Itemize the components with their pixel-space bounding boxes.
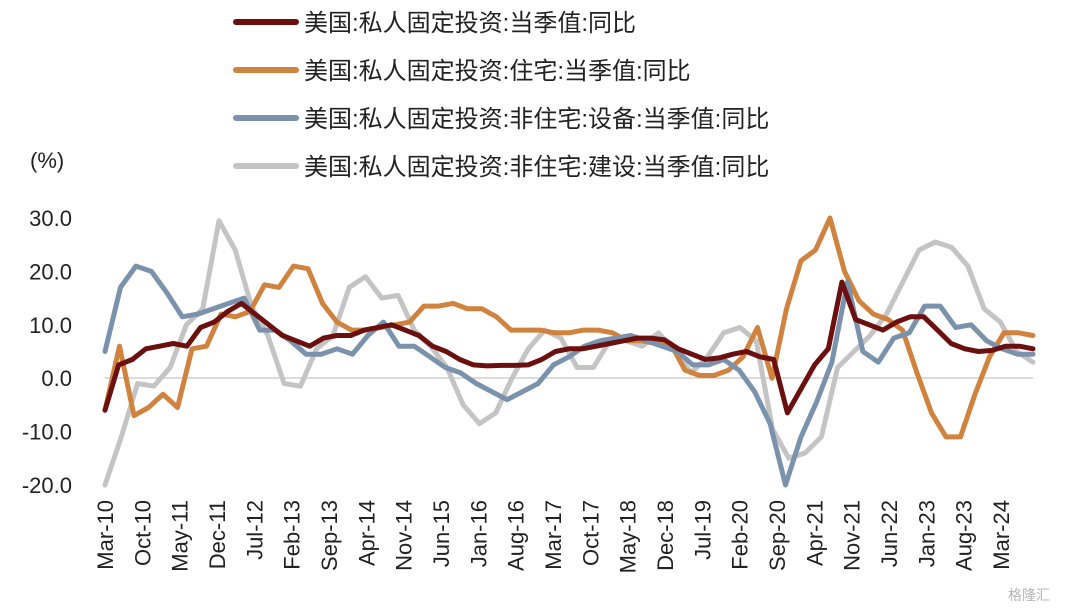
legend-label-3: 美国:私人固定投资:非住宅:设备:当季值:同比 — [304, 106, 769, 133]
legend-label-1: 美国:私人固定投资:当季值:同比 — [304, 10, 636, 37]
x-tick-label: Jan-16 — [466, 500, 491, 567]
x-tick-label: Jul-12 — [242, 500, 267, 560]
x-tick-label: Nov-14 — [392, 500, 417, 571]
x-tick-label: Feb-13 — [280, 500, 305, 570]
x-tick-label: Mar-10 — [93, 500, 118, 570]
x-tick-label: May-18 — [616, 500, 641, 573]
y-tick-label: 0.0 — [41, 366, 72, 391]
x-tick-label: Apr-14 — [354, 500, 379, 566]
series-line-4 — [102, 218, 1036, 488]
legend-label-4: 美国:私人固定投资:非住宅:建设:当季值:同比 — [304, 154, 769, 181]
x-tick-label: Dec-18 — [653, 500, 678, 571]
series-line-3 — [102, 263, 1036, 488]
x-tick-label: Oct-10 — [130, 500, 155, 566]
x-tick-label: Sep-13 — [317, 500, 342, 571]
x-tick-label: Jul-19 — [690, 500, 715, 560]
y-axis: 30.0 20.0 10.0 0.0 -10.0 -20.0 — [22, 206, 72, 498]
y-unit-label: (%) — [30, 148, 64, 173]
x-tick-label: Aug-23 — [952, 500, 977, 571]
y-tick-label: 30.0 — [29, 206, 72, 231]
legend: 美国:私人固定投资:当季值:同比美国:私人固定投资:住宅:当季值:同比美国:私人… — [233, 10, 769, 181]
plot-area — [102, 215, 1036, 488]
x-axis: Mar-10 Oct-10 May-11 Dec-11 Jul-12 Feb-13 Sep-… — [93, 500, 1014, 573]
x-tick-label: Apr-21 — [802, 500, 827, 566]
y-tick-label: -10.0 — [22, 420, 72, 445]
x-tick-label: Dec-11 — [205, 500, 230, 569]
y-tick-label: 10.0 — [29, 313, 72, 338]
x-tick-label: Feb-20 — [728, 500, 753, 570]
series-line-2 — [102, 215, 1036, 440]
x-tick-label: Sep-20 — [765, 500, 790, 571]
x-tick-label: Mar-17 — [541, 500, 566, 570]
x-tick-label: Nov-21 — [840, 500, 865, 571]
x-tick-label: May-11 — [168, 500, 193, 572]
x-tick-label: Jun-22 — [877, 500, 902, 567]
x-tick-label: Jan-23 — [914, 500, 939, 567]
x-tick-label: Aug-16 — [504, 500, 529, 571]
series-line-1 — [102, 279, 1036, 416]
watermark: 格隆汇 — [1008, 587, 1050, 603]
x-tick-label: Mar-24 — [989, 500, 1014, 570]
x-tick-label: Oct-17 — [578, 500, 603, 566]
legend-label-2: 美国:私人固定投资:住宅:当季值:同比 — [304, 58, 691, 85]
x-tick-label: Jun-15 — [429, 500, 454, 567]
y-tick-label: 20.0 — [29, 259, 72, 284]
y-tick-label: -20.0 — [22, 473, 72, 498]
